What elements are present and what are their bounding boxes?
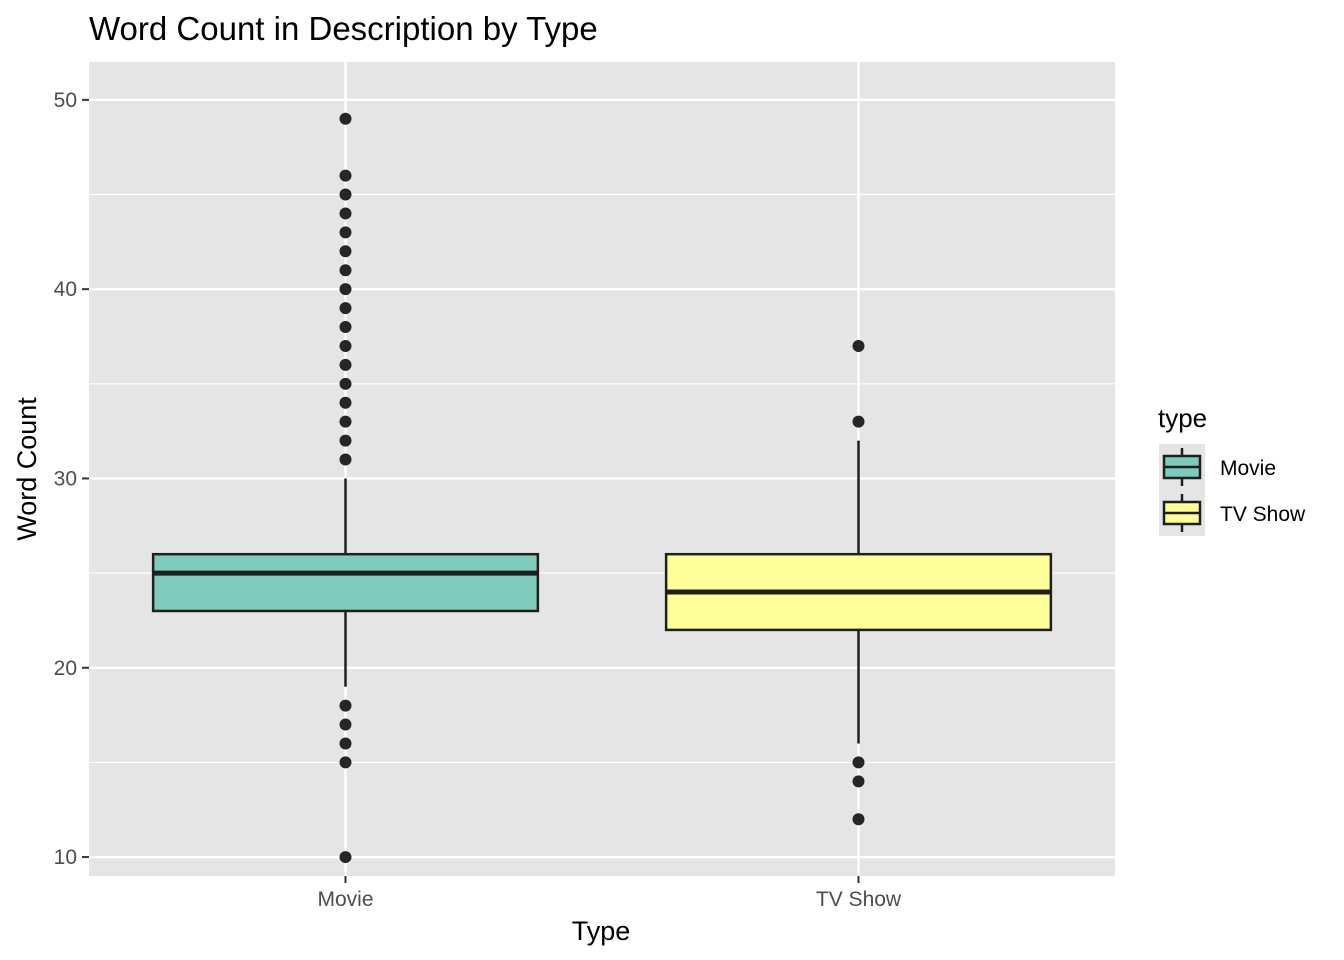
outlier-point — [339, 756, 352, 769]
outlier-point — [339, 321, 352, 334]
y-axis-title: Word Count — [12, 397, 42, 541]
y-tick-label: 40 — [54, 278, 77, 301]
outlier-point — [339, 396, 352, 409]
outlier-point — [339, 453, 352, 466]
x-axis: Movie TV Show — [317, 876, 902, 911]
legend-title: type — [1158, 403, 1207, 433]
chart-title: Word Count in Description by Type — [89, 10, 598, 47]
legend-key-tv-show: TV Show — [1159, 490, 1306, 536]
legend: type Movie TV Show — [1158, 403, 1306, 536]
outlier-point — [339, 283, 352, 296]
outlier-point — [339, 207, 352, 220]
outlier-point — [339, 339, 352, 352]
legend-label: TV Show — [1220, 503, 1306, 526]
outlier-point — [339, 226, 352, 239]
outlier-point — [339, 264, 352, 277]
outlier-point — [339, 377, 352, 390]
outlier-point — [339, 415, 352, 428]
outlier-point — [339, 169, 352, 182]
y-tick-label: 50 — [54, 89, 77, 112]
x-axis-title: Type — [572, 916, 631, 946]
outlier-point — [339, 112, 352, 125]
y-tick-label: 20 — [54, 657, 77, 680]
outlier-point — [339, 434, 352, 447]
y-axis: 10 20 30 40 50 — [54, 89, 89, 869]
outlier-point — [339, 188, 352, 201]
y-tick-label: 30 — [54, 467, 77, 490]
legend-label: Movie — [1220, 457, 1276, 480]
outlier-point — [339, 699, 352, 712]
outlier-point — [852, 813, 865, 826]
box-tv-show — [664, 339, 1053, 826]
outlier-point — [339, 358, 352, 371]
x-tick-label: TV Show — [816, 888, 902, 911]
boxes — [151, 112, 1053, 864]
plot-panel — [89, 62, 1115, 876]
outlier-point — [852, 775, 865, 788]
legend-keys: Movie TV Show — [1159, 444, 1306, 536]
outlier-point — [339, 245, 352, 258]
outlier-point — [339, 718, 352, 731]
legend-key-movie: Movie — [1159, 444, 1276, 490]
outlier-point — [339, 851, 352, 864]
outlier-point — [852, 756, 865, 769]
outlier-point — [852, 415, 865, 428]
outlier-point — [339, 737, 352, 750]
x-tick-label: Movie — [317, 888, 373, 911]
outlier-point — [339, 302, 352, 315]
box-movie — [151, 112, 540, 864]
box-iqr — [151, 552, 540, 613]
y-tick-label: 10 — [54, 846, 77, 869]
outlier-point — [852, 339, 865, 352]
